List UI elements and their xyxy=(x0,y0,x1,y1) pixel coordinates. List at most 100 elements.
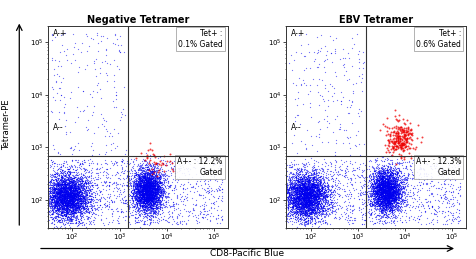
Point xyxy=(394,184,401,189)
Point xyxy=(357,190,364,194)
Point xyxy=(300,162,307,166)
Point xyxy=(310,197,317,201)
Point xyxy=(61,193,69,198)
Point xyxy=(77,202,84,206)
Point xyxy=(141,172,149,176)
Point xyxy=(324,182,332,186)
Point xyxy=(114,182,122,186)
Point xyxy=(385,201,392,205)
Point xyxy=(50,143,57,147)
Point xyxy=(296,202,304,206)
Point xyxy=(296,202,304,206)
Point xyxy=(148,190,156,195)
Point xyxy=(335,194,343,198)
Point xyxy=(58,185,66,190)
Point xyxy=(155,184,163,188)
Point xyxy=(370,177,377,181)
Point xyxy=(53,172,60,176)
Point xyxy=(385,200,392,204)
Point xyxy=(313,198,321,202)
Point xyxy=(191,186,199,190)
Point xyxy=(309,173,317,177)
Point xyxy=(148,171,155,176)
Point xyxy=(213,188,221,192)
Point xyxy=(327,198,335,202)
Point xyxy=(56,199,63,203)
Point xyxy=(68,195,75,199)
Point xyxy=(205,197,212,201)
Point xyxy=(198,215,206,219)
Point xyxy=(337,168,345,172)
Point xyxy=(144,184,152,188)
Point xyxy=(310,213,318,217)
Point xyxy=(146,194,153,198)
Point xyxy=(313,177,320,181)
Point xyxy=(381,189,388,193)
Point xyxy=(324,49,331,53)
Point xyxy=(434,197,441,202)
Point xyxy=(150,170,158,174)
Point xyxy=(297,218,304,222)
Point xyxy=(86,161,93,165)
Point xyxy=(387,204,394,208)
Point xyxy=(385,181,393,185)
Point xyxy=(78,196,85,200)
Point xyxy=(381,190,389,195)
Point xyxy=(303,208,310,213)
Point xyxy=(456,187,464,191)
Point xyxy=(308,203,316,207)
Point xyxy=(337,99,345,103)
Point xyxy=(299,193,307,197)
Point xyxy=(293,205,301,209)
Point xyxy=(401,178,408,182)
Point xyxy=(52,199,60,203)
Point xyxy=(297,193,304,197)
Point xyxy=(308,183,316,187)
Point xyxy=(92,57,100,61)
Point xyxy=(71,196,79,200)
Point xyxy=(375,184,383,189)
Point xyxy=(294,216,301,220)
Point xyxy=(146,197,153,201)
Point xyxy=(137,196,144,200)
Point xyxy=(314,181,322,185)
Point xyxy=(298,179,306,184)
Point xyxy=(96,189,103,193)
Point xyxy=(60,198,67,202)
Point xyxy=(379,181,387,185)
Point xyxy=(66,195,73,199)
Point xyxy=(442,189,449,193)
Point xyxy=(91,183,99,187)
Point xyxy=(309,207,317,211)
Point xyxy=(303,199,310,203)
Point xyxy=(146,186,154,190)
Point xyxy=(68,201,76,205)
Point xyxy=(103,61,111,65)
Point xyxy=(142,169,149,173)
Point xyxy=(69,188,77,192)
Point xyxy=(317,33,325,38)
Point xyxy=(292,202,299,206)
Point xyxy=(57,186,65,190)
Point xyxy=(377,188,384,192)
Point xyxy=(306,189,313,193)
Point xyxy=(391,114,398,119)
Point xyxy=(76,65,83,69)
Point xyxy=(383,174,391,178)
Point xyxy=(129,193,137,197)
Point xyxy=(58,216,66,220)
Point xyxy=(298,188,306,192)
Point xyxy=(149,181,157,185)
Point xyxy=(46,183,54,188)
Point xyxy=(146,183,154,187)
Point xyxy=(392,189,400,193)
Point xyxy=(301,191,308,195)
Point xyxy=(312,203,320,207)
Point xyxy=(321,175,329,179)
Point xyxy=(73,183,81,187)
Point xyxy=(397,180,404,184)
Point xyxy=(108,207,115,211)
Point xyxy=(132,182,139,186)
Point xyxy=(373,197,381,201)
Point xyxy=(384,179,391,183)
